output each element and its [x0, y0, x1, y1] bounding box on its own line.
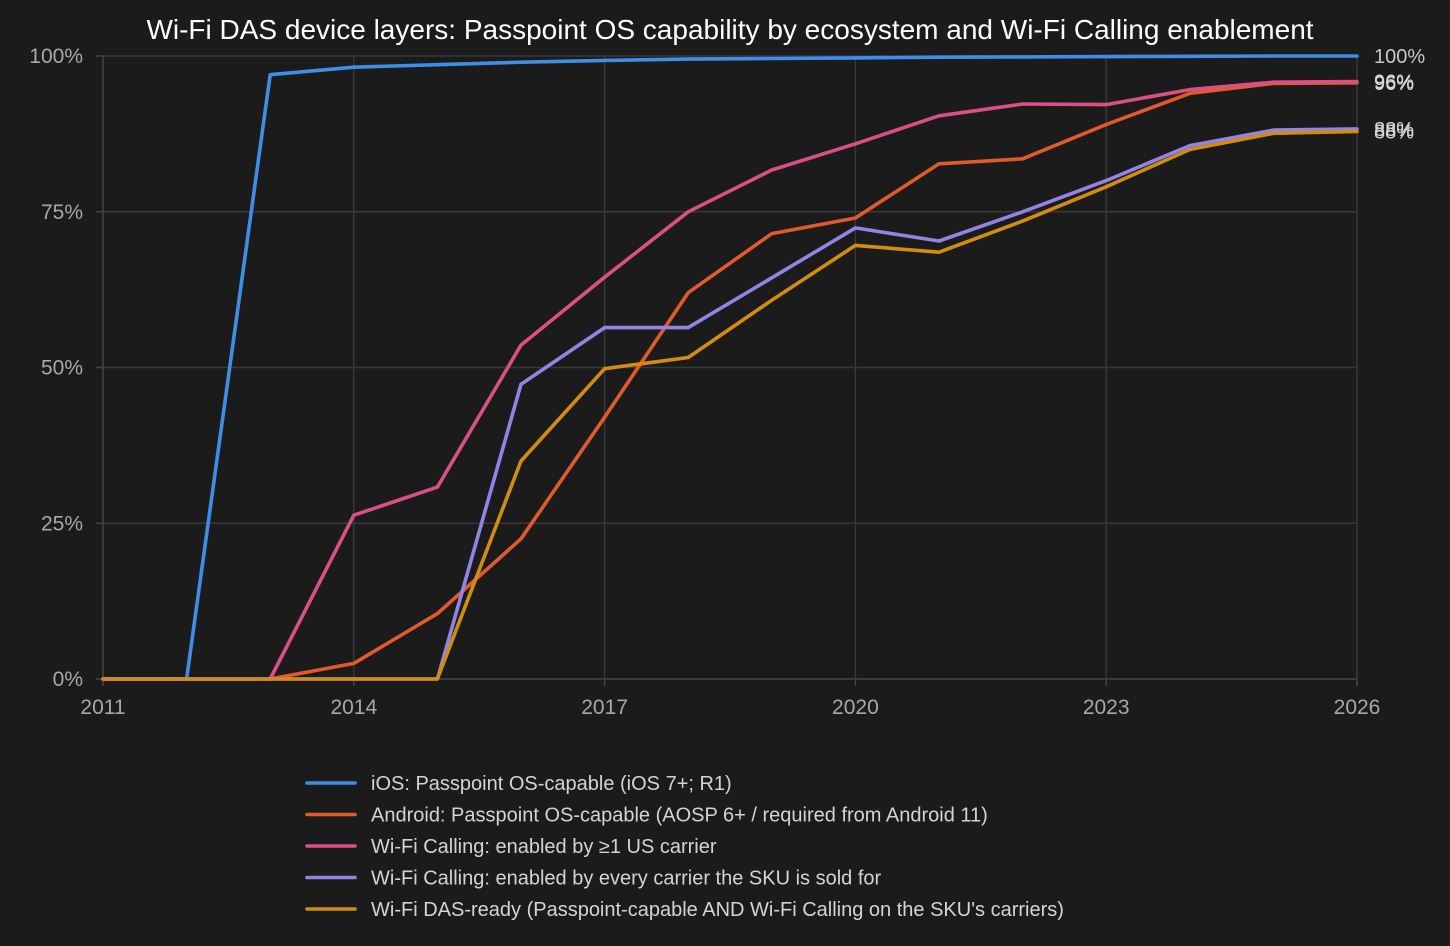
data-point: [1188, 144, 1192, 148]
data-point: [603, 415, 607, 419]
data-point: [435, 677, 439, 681]
series-line-5: [101, 129, 1359, 681]
data-point: [937, 55, 941, 59]
data-point: [519, 537, 523, 541]
data-point: [603, 326, 607, 330]
data-point: [770, 298, 774, 302]
data-point: [1021, 219, 1025, 223]
data-point: [1104, 123, 1108, 126]
series-end-label: 88%: [1374, 119, 1414, 141]
data-point: [1021, 210, 1025, 214]
x-tick-label: 2020: [832, 696, 879, 719]
data-point: [770, 57, 774, 60]
x-tick-label: 2011: [80, 696, 125, 719]
series-line-2: [101, 81, 1359, 681]
data-point: [853, 243, 857, 247]
y-tick-label: 100%: [29, 45, 83, 68]
series-line-1: [101, 54, 1359, 681]
data-point: [352, 661, 356, 665]
data-point: [352, 65, 356, 69]
data-point: [603, 367, 607, 371]
chart-title: Wi-Fi DAS device layers: Passpoint OS ca…: [146, 14, 1313, 45]
data-point: [770, 232, 774, 236]
legend-label: Wi-Fi DAS-ready (Passpoint-capable AND W…: [371, 899, 1064, 921]
x-tick-label: 2014: [330, 696, 377, 719]
data-point: [686, 57, 690, 61]
data-point: [937, 250, 941, 254]
data-point: [853, 226, 857, 230]
data-point: [686, 210, 690, 214]
x-axis-ticks: 2011 2014 2017 2020 2023 2026: [80, 679, 1380, 719]
series-end-label: 88%: [1374, 121, 1414, 143]
data-point: [268, 73, 272, 77]
data-point: [435, 485, 439, 489]
legend-label: Wi-Fi Calling: enabled by every carrier …: [371, 868, 882, 890]
series-lines: [101, 54, 1359, 681]
x-tick-label: 2017: [581, 696, 628, 719]
data-point: [1021, 55, 1025, 59]
data-point: [853, 56, 857, 60]
data-point: [268, 677, 272, 681]
data-point: [185, 677, 189, 681]
data-point: [101, 677, 105, 681]
data-point: [519, 382, 523, 386]
data-point: [519, 459, 523, 463]
data-point: [1355, 80, 1359, 83]
legend: iOS: Passpoint OS-capable (iOS 7+; R1) An…: [305, 773, 1064, 921]
data-point: [1104, 179, 1108, 183]
data-point: [686, 356, 690, 359]
legend-label: iOS: Passpoint OS-capable (iOS 7+; R1): [371, 773, 732, 795]
data-point: [1188, 54, 1192, 58]
data-point: [519, 343, 523, 347]
data-point: [770, 168, 774, 172]
data-point: [1355, 129, 1359, 133]
data-point: [1188, 91, 1192, 95]
data-point: [853, 216, 857, 220]
data-point: [1271, 80, 1275, 84]
data-point: [1188, 88, 1192, 92]
data-point: [435, 612, 439, 616]
data-point: [352, 513, 356, 517]
end-labels: 100%96%96%88%88%: [1374, 46, 1425, 143]
data-point: [603, 275, 607, 279]
data-point: [686, 291, 690, 295]
gridlines: [103, 55, 1358, 679]
data-point: [1104, 55, 1108, 59]
y-tick-label: 25%: [41, 512, 83, 535]
data-point: [1104, 185, 1108, 189]
data-point: [603, 58, 607, 62]
data-point: [770, 276, 774, 280]
x-tick-label: 2026: [1334, 696, 1381, 719]
y-tick-label: 75%: [41, 201, 83, 224]
data-point: [937, 239, 941, 243]
data-point: [352, 677, 356, 681]
data-point: [1021, 157, 1025, 161]
data-point: [1188, 148, 1192, 151]
data-point: [1271, 128, 1275, 132]
data-point: [1021, 102, 1025, 106]
series-end-label: 96%: [1374, 73, 1414, 95]
data-point: [1271, 54, 1275, 58]
data-point: [853, 142, 857, 146]
data-point: [519, 60, 523, 64]
y-tick-label: 50%: [41, 357, 83, 380]
data-point: [1355, 54, 1359, 58]
data-point: [435, 63, 439, 67]
series-end-label: 96%: [1374, 72, 1414, 94]
data-point: [937, 162, 941, 166]
data-point: [937, 114, 941, 118]
data-point: [1271, 131, 1275, 135]
y-tick-label: 0%: [53, 668, 83, 691]
x-tick-label: 2023: [1083, 696, 1130, 719]
data-point: [1104, 103, 1108, 107]
legend-label: Wi-Fi Calling: enabled by ≥1 US carrier: [371, 836, 717, 858]
y-axis-ticks: 0% 25% 50% 75% 100%: [29, 45, 103, 691]
series-line-3: [101, 79, 1359, 681]
data-point: [686, 326, 690, 330]
legend-label: Android: Passpoint OS-capable (AOSP 6+ /…: [371, 805, 988, 827]
series-end-label: 100%: [1374, 46, 1425, 68]
